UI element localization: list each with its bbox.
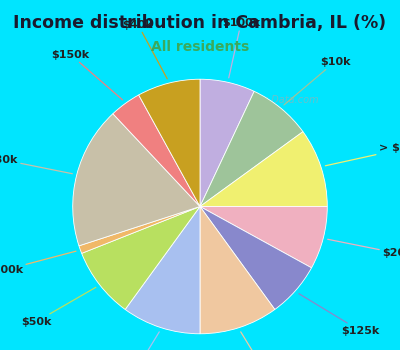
Wedge shape <box>200 132 327 206</box>
Wedge shape <box>200 206 312 309</box>
Wedge shape <box>200 206 275 334</box>
Wedge shape <box>200 79 254 206</box>
Wedge shape <box>73 114 200 246</box>
Text: $125k: $125k <box>299 294 379 336</box>
Wedge shape <box>200 206 327 268</box>
Text: $20k: $20k <box>328 239 400 258</box>
Text: $150k: $150k <box>52 49 122 100</box>
Wedge shape <box>139 79 200 206</box>
Text: $30k: $30k <box>0 155 72 174</box>
Text: $40k: $40k <box>123 20 167 79</box>
Text: > $200k: > $200k <box>325 144 400 166</box>
Text: Income distribution in Cambria, IL (%): Income distribution in Cambria, IL (%) <box>14 14 386 32</box>
Wedge shape <box>79 206 200 253</box>
Wedge shape <box>200 91 303 206</box>
Text: $200k: $200k <box>0 251 76 275</box>
Text: $100k: $100k <box>222 18 260 78</box>
Text: $75k: $75k <box>112 332 159 350</box>
Text: $50k: $50k <box>21 287 96 327</box>
Wedge shape <box>82 206 200 309</box>
Text: $10k: $10k <box>284 57 350 105</box>
Text: All residents: All residents <box>151 40 249 54</box>
Wedge shape <box>113 95 200 206</box>
Text: City-Data.com: City-Data.com <box>250 95 319 105</box>
Text: $60k: $60k <box>241 332 289 350</box>
Wedge shape <box>125 206 200 334</box>
